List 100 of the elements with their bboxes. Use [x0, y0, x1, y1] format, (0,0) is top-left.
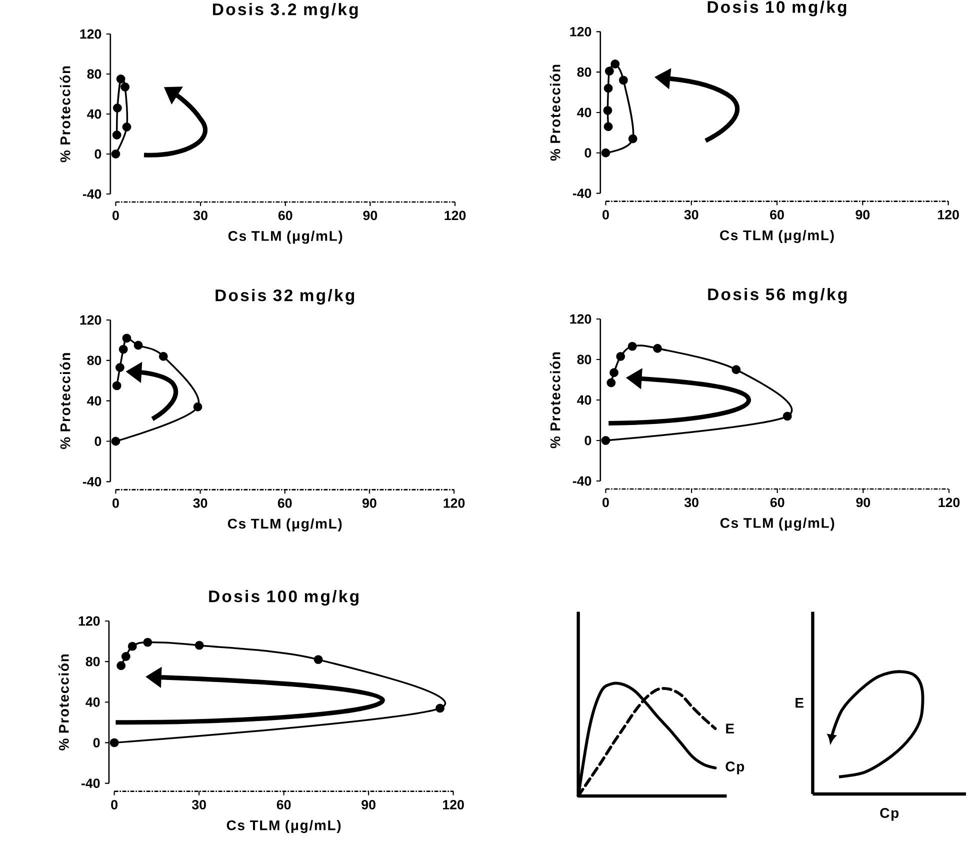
series-label: Cp [726, 762, 744, 774]
x-tick-label: 120 [938, 498, 960, 508]
point [193, 402, 202, 412]
x-tick-label: 60 [770, 210, 784, 220]
x-tick-label: 120 [444, 210, 466, 220]
x-tick-label: 60 [278, 498, 292, 508]
text: E [796, 698, 804, 708]
point [112, 104, 122, 112]
point [112, 130, 122, 140]
y-tick-label: 40 [87, 109, 102, 119]
y-axis-title: % Protección [58, 654, 69, 750]
x-tick-label: 0 [111, 800, 118, 810]
x-tick-label: 90 [856, 210, 870, 220]
point [618, 76, 628, 85]
y-axis-title: % Protección [60, 353, 70, 450]
point [122, 334, 132, 343]
point [115, 363, 124, 372]
x-tick-label: 90 [362, 498, 376, 508]
y-axis-title: % Protección [60, 66, 70, 162]
y-tick-label: -40 [572, 476, 592, 486]
y-tick-label: -40 [572, 188, 592, 198]
point [116, 74, 126, 84]
y-tick-label: 80 [87, 69, 102, 79]
y-tick-label: 40 [87, 396, 102, 406]
x-tick-label: 0 [602, 210, 609, 220]
point [610, 368, 618, 378]
x-axis-title: Cs TLM (μg/mL) [720, 518, 834, 531]
x-tick-label: 0 [602, 498, 609, 508]
x-tick-label: 30 [192, 800, 206, 810]
chart-title: Dosis 10 mg/kg [708, 0, 846, 16]
point [112, 381, 122, 390]
point [314, 655, 323, 664]
chart-title: Dosis 56 mg/kg [708, 288, 847, 304]
point [782, 412, 792, 421]
y-tick-label: -40 [82, 476, 102, 486]
y-tick-label: 40 [577, 108, 592, 118]
point [604, 66, 614, 76]
point [194, 640, 204, 650]
y-tick-label: 40 [577, 395, 592, 405]
y-tick-label: 80 [87, 356, 102, 366]
point [601, 436, 610, 445]
point [111, 436, 120, 446]
x-axis-title: Cs TLM (μg/mL) [228, 518, 342, 532]
point [628, 342, 637, 351]
point [604, 122, 613, 132]
point [122, 122, 132, 132]
point [603, 106, 612, 115]
text: Cp [880, 808, 899, 821]
x-tick-label: 30 [684, 210, 698, 220]
y-tick-label: 120 [80, 29, 102, 39]
point [121, 652, 130, 661]
y-tick-label: 80 [577, 67, 592, 77]
x-axis-title: Cs TLM (μg/mL) [226, 820, 341, 834]
y-tick-label: 40 [86, 697, 100, 707]
point [616, 352, 626, 361]
point [732, 365, 741, 374]
x-axis-title: Cs TLM (μg/mL) [228, 230, 342, 244]
point [606, 378, 616, 388]
x-tick-label: 0 [112, 210, 119, 220]
point [134, 340, 143, 350]
y-tick-label: 120 [80, 315, 102, 325]
y-tick-label: 0 [584, 148, 592, 158]
point [158, 352, 168, 361]
point [628, 134, 638, 144]
x-tick-label: 90 [856, 498, 870, 508]
point [120, 82, 130, 92]
x-tick-label: 120 [938, 210, 959, 220]
y-tick-label: 0 [94, 149, 102, 159]
y-tick-label: 80 [577, 354, 592, 364]
point [653, 344, 662, 353]
x-tick-label: 120 [444, 498, 465, 508]
x-tick-label: 30 [684, 498, 698, 508]
point [604, 84, 613, 93]
point [128, 642, 137, 651]
y-tick-label: 120 [570, 314, 592, 324]
chart-title: Dosis 100 mg/kg [209, 590, 358, 606]
x-tick-label: 0 [112, 498, 119, 508]
y-tick-label: 120 [570, 26, 592, 36]
x-tick-label: 60 [276, 800, 291, 810]
y-tick-label: 0 [93, 738, 100, 748]
point [110, 738, 119, 748]
x-tick-label: 120 [443, 800, 464, 810]
point [118, 344, 128, 354]
y-tick-label: 0 [584, 436, 592, 446]
x-axis-title: Cs TLM (μg/mL) [720, 230, 834, 244]
y-axis-title: % Protección [550, 64, 560, 161]
chart-title: Dosis 32 mg/kg [216, 288, 354, 305]
x-tick-label: 90 [363, 210, 378, 220]
chart-title: Dosis 3.2 mg/kg [213, 2, 358, 19]
point [610, 60, 620, 68]
point [436, 704, 444, 713]
point [143, 638, 152, 647]
y-tick-label: -40 [82, 778, 100, 788]
y-tick-label: 0 [94, 436, 102, 446]
y-tick-label: 120 [78, 616, 100, 626]
series-label: E [726, 724, 734, 734]
point [116, 661, 126, 670]
x-tick-label: 60 [278, 210, 292, 220]
x-tick-label: 30 [193, 210, 208, 220]
x-tick-label: 90 [362, 800, 376, 810]
